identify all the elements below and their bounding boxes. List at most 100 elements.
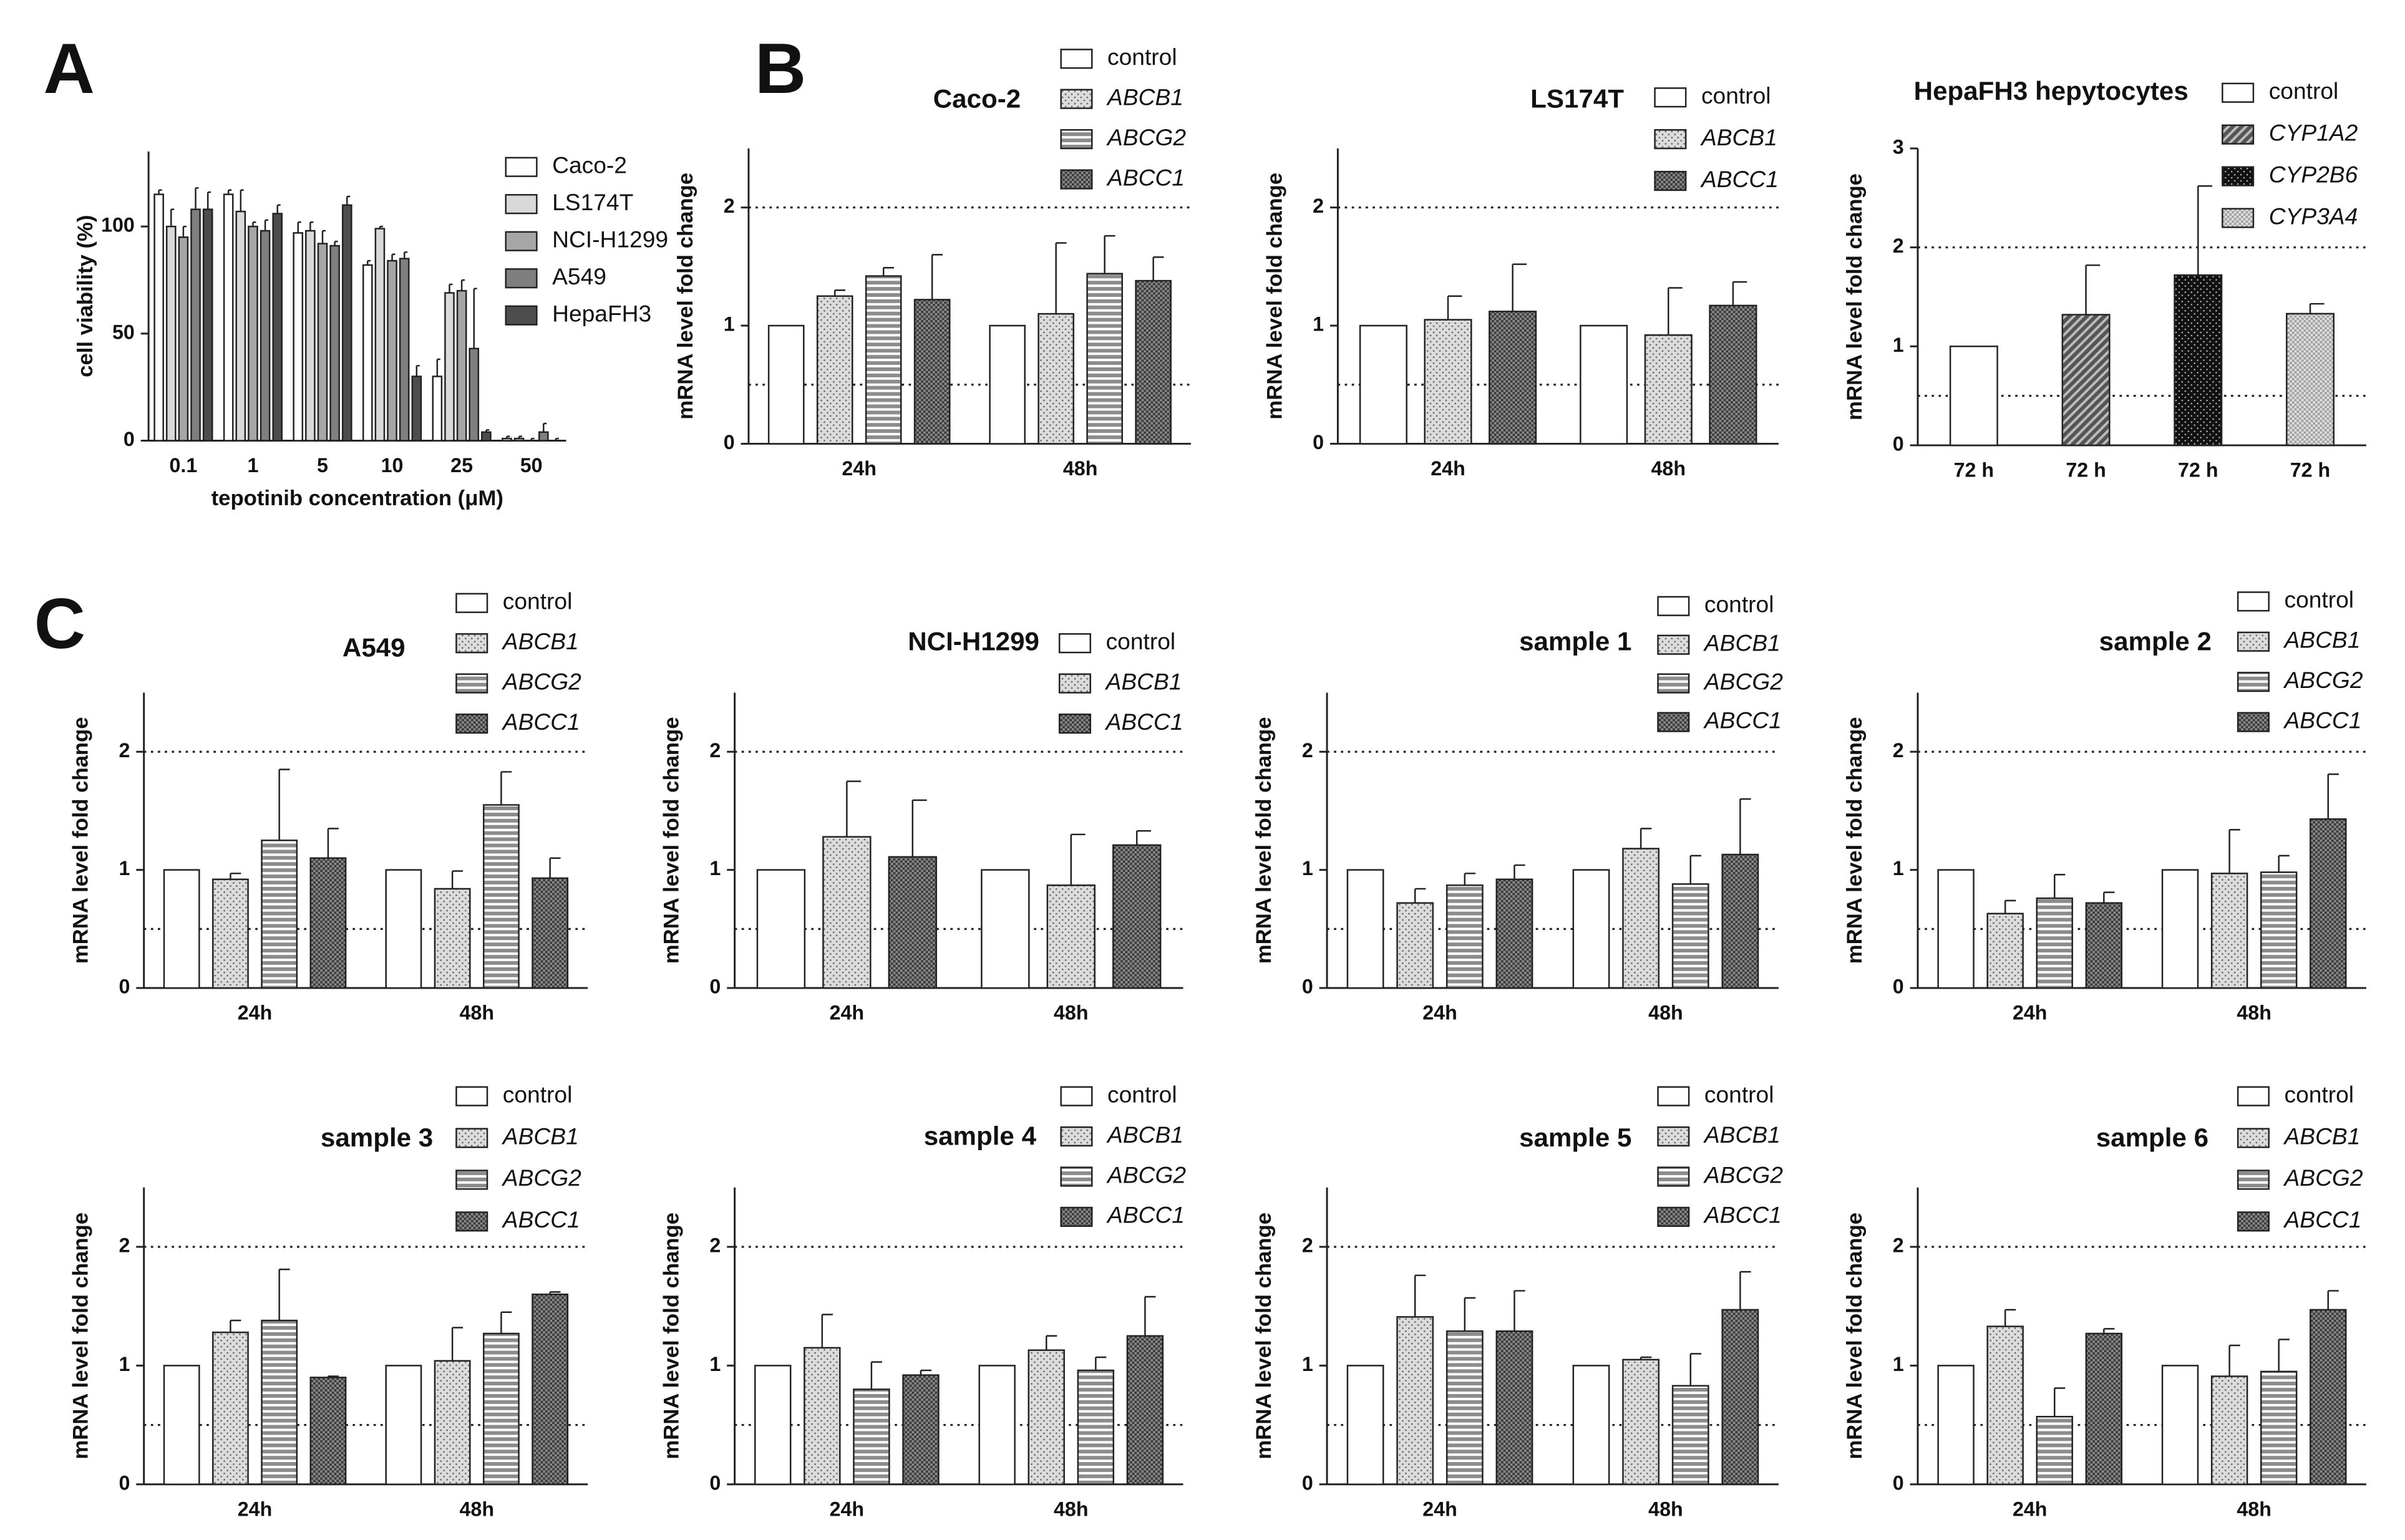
- legend-swatch: [1654, 170, 1687, 191]
- y-axis-label: mRNA level fold change: [1252, 717, 1276, 964]
- legend-swatch: [2237, 591, 2270, 612]
- legend-swatch: [2222, 124, 2255, 145]
- bar: [513, 437, 525, 442]
- bar: [434, 1360, 471, 1485]
- error-bar: [346, 195, 351, 205]
- error-bar: [1464, 1297, 1476, 1332]
- legend-swatch: [505, 194, 538, 215]
- y-tick-label: 2: [709, 739, 721, 762]
- legend-swatch: [2237, 1211, 2270, 1232]
- bar: [1396, 1316, 1434, 1485]
- bar: [387, 259, 397, 442]
- legend-swatch: [455, 714, 488, 734]
- error-bar: [230, 1319, 241, 1333]
- legend-label: control: [1107, 1081, 1177, 1107]
- bar: [902, 1374, 940, 1485]
- bar: [2061, 314, 2111, 447]
- x-tick-label: 24h: [238, 1002, 273, 1024]
- error-bar: [278, 1268, 290, 1321]
- bar: [1028, 1349, 1065, 1485]
- bar: [341, 204, 352, 442]
- error-bar: [1739, 1271, 1751, 1310]
- panel-label: C: [34, 584, 85, 664]
- y-axis-label: mRNA level fold change: [660, 1213, 684, 1460]
- y-tick-label: 1: [1893, 334, 1904, 356]
- bar: [989, 324, 1026, 445]
- bar: [444, 292, 455, 442]
- error-bar: [920, 1369, 932, 1375]
- error-bar: [1640, 828, 1652, 849]
- legend-label: ABCB1: [1106, 1121, 1183, 1148]
- bar: [1086, 273, 1123, 445]
- legend-swatch: [2237, 672, 2270, 692]
- legend-swatch: [2237, 1128, 2270, 1148]
- error-bar: [549, 857, 561, 878]
- legend-label: control: [1701, 82, 1771, 109]
- y-tick-label: 1: [1893, 1353, 1904, 1375]
- legend-label: control: [1107, 44, 1177, 70]
- legend-swatch: [455, 593, 488, 613]
- error-bar: [2228, 829, 2240, 874]
- bar: [2036, 1416, 2073, 1485]
- bar: [1112, 844, 1162, 989]
- error-bar: [2327, 773, 2339, 820]
- bar: [888, 856, 937, 989]
- legend-swatch: [2222, 208, 2255, 228]
- x-tick-label: 24h: [830, 1002, 865, 1024]
- legend-label: LS174T: [552, 189, 633, 215]
- bar: [1424, 319, 1472, 445]
- x-tick-label: 24h: [2013, 1498, 2048, 1520]
- bar: [1126, 1335, 1164, 1485]
- bar: [2210, 873, 2248, 989]
- bar: [1445, 884, 1484, 989]
- error-bar: [321, 230, 326, 244]
- bar: [1046, 884, 1096, 989]
- bar: [1949, 346, 1998, 447]
- legend-label: ABCG2: [502, 669, 581, 695]
- bar: [1644, 334, 1693, 445]
- x-tick-label: 24h: [1422, 1002, 1457, 1024]
- error-bar: [451, 1327, 464, 1361]
- bar: [1622, 1358, 1660, 1485]
- error-bar: [415, 365, 420, 377]
- bar: [1986, 1325, 2024, 1485]
- legend-swatch: [2237, 631, 2270, 652]
- y-axis-label: mRNA level fold change: [1843, 173, 1867, 420]
- x-tick-label: 5: [317, 454, 328, 477]
- bar: [261, 1319, 298, 1485]
- bar: [260, 230, 271, 442]
- y-tick-label: 1: [1893, 857, 1904, 879]
- x-axis-label: tepotinib concentration (μM): [211, 487, 503, 510]
- legend-label: ABCG2: [1106, 124, 1186, 150]
- bar: [178, 236, 189, 442]
- legend-label: ABCB1: [1105, 669, 1182, 695]
- legend-label: ABCG2: [1703, 1161, 1783, 1188]
- bar: [1986, 913, 2024, 989]
- error-bar: [1447, 295, 1462, 320]
- x-tick-label: 72 h: [2178, 459, 2218, 482]
- error-bar: [882, 267, 895, 276]
- legend-swatch: [505, 268, 538, 289]
- bar: [469, 347, 480, 442]
- legend-swatch: [1060, 1086, 1093, 1107]
- legend-label: ABCB1: [502, 1123, 579, 1149]
- error-bar: [549, 1291, 561, 1295]
- x-tick-label: 48h: [1063, 457, 1098, 480]
- error-bar: [206, 191, 211, 210]
- error-bar: [1152, 256, 1164, 281]
- y-axis-label: mRNA level fold change: [674, 173, 697, 420]
- legend-swatch: [2237, 712, 2270, 732]
- y-tick-label: 1: [709, 1353, 721, 1375]
- error-bar: [276, 204, 281, 214]
- error-bar: [449, 283, 453, 293]
- legend-label: ABCG2: [2283, 1165, 2363, 1191]
- error-bar: [518, 435, 522, 439]
- bar: [165, 225, 177, 442]
- legend-swatch: [505, 305, 538, 326]
- error-bar: [1640, 1356, 1652, 1360]
- bar: [1937, 1365, 1975, 1485]
- error-bar: [264, 219, 269, 231]
- legend-label: control: [2269, 78, 2339, 104]
- chart-title: A549: [343, 632, 406, 662]
- chart-title: LS174T: [1530, 84, 1624, 113]
